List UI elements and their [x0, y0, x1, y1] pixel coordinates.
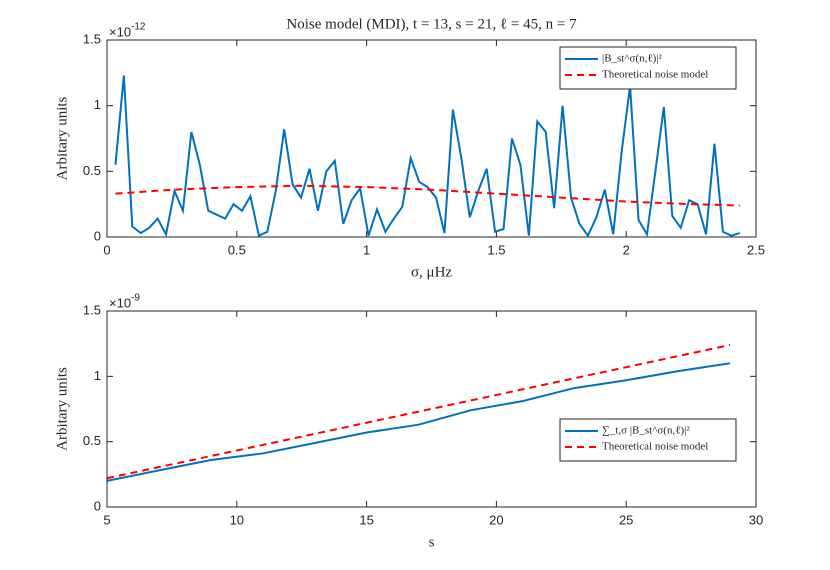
chart-title: Noise model (MDI), t = 13, s = 21, ℓ = 4…: [286, 16, 577, 32]
y-axis-label: Arbitary units: [54, 367, 70, 451]
legend-label: |B_st^σ(n,ℓ)|²: [602, 53, 663, 65]
y-multiplier: ×10: [109, 24, 131, 39]
y-tick-label: 0: [94, 228, 101, 243]
x-tick-label: 2: [623, 242, 630, 257]
x-tick-label: 0: [103, 242, 110, 257]
x-tick-label: 0.5: [228, 242, 246, 257]
y-tick-label: 1.5: [83, 302, 101, 317]
axes-background: [107, 311, 756, 507]
x-tick-label: 20: [489, 512, 503, 527]
y-tick-label: 1.5: [83, 31, 101, 46]
legend: ∑_t,σ |B_st^σ(n,ℓ)|² Theoretical noise mo…: [559, 418, 737, 462]
legend: |B_st^σ(n,ℓ)|² Theoretical noise model: [559, 46, 737, 90]
axes-box: [106, 310, 757, 508]
x-tick-label: 15: [359, 512, 373, 527]
legend-box: [559, 418, 737, 462]
y-tick-label: 0: [94, 498, 101, 513]
x-tick-label: 30: [749, 512, 763, 527]
y-exponent: -9: [131, 293, 140, 304]
x-tick-label: 5: [103, 512, 110, 527]
axes-box: [106, 39, 757, 238]
y-exponent: -12: [131, 22, 146, 33]
series-line: [114, 75, 741, 238]
x-tick-label: 25: [619, 512, 633, 527]
series-line: [106, 343, 731, 480]
legend-label: ∑_t,σ |B_st^σ(n,ℓ)|²: [602, 425, 690, 437]
x-tick-label: 1: [363, 242, 370, 257]
y-axis-label: Arbitary units: [54, 96, 70, 180]
x-axis-label: s: [429, 534, 435, 550]
y-tick-label: 0.5: [83, 433, 101, 448]
y-multiplier: ×10: [109, 295, 131, 310]
x-tick-label: 1.5: [487, 242, 505, 257]
y-tick-label: 1: [94, 368, 101, 383]
x-tick-label: 10: [230, 512, 244, 527]
series-line: [115, 184, 740, 207]
legend-label: Theoretical noise model: [602, 69, 708, 81]
y-tick-label: 1: [94, 97, 101, 112]
legend-label: Theoretical noise model: [602, 441, 708, 453]
y-tick-label: 0.5: [83, 163, 101, 178]
x-tick-label: 2.5: [747, 242, 765, 257]
series-line: [106, 362, 731, 482]
x-axis-label: σ, μHz: [411, 264, 452, 280]
legend-box: [559, 46, 737, 90]
